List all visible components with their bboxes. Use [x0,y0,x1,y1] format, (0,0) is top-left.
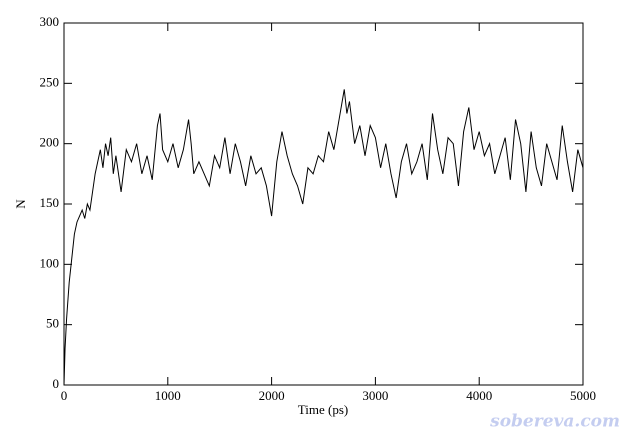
x-tick-label: 4000 [466,388,492,403]
y-tick-label: 50 [46,316,59,331]
y-tick-label: 150 [40,195,60,210]
x-tick-label: 5000 [570,388,596,403]
x-tick-label: 3000 [362,388,388,403]
x-tick-label: 2000 [259,388,285,403]
plot-frame [63,22,584,386]
x-tick-label: 0 [61,388,68,403]
y-tick-label: 300 [40,14,60,29]
y-tick-label: 200 [40,135,60,150]
y-tick-label: 250 [40,74,60,89]
y-tick-label: 0 [53,376,60,391]
x-tick-label: 1000 [155,388,181,403]
data-line [63,89,584,386]
y-tick-label: 100 [40,255,60,270]
x-axis-label: Time (ps) [298,402,348,417]
watermark: sobereva.com [489,412,620,432]
y-axis-label: N [13,199,28,209]
